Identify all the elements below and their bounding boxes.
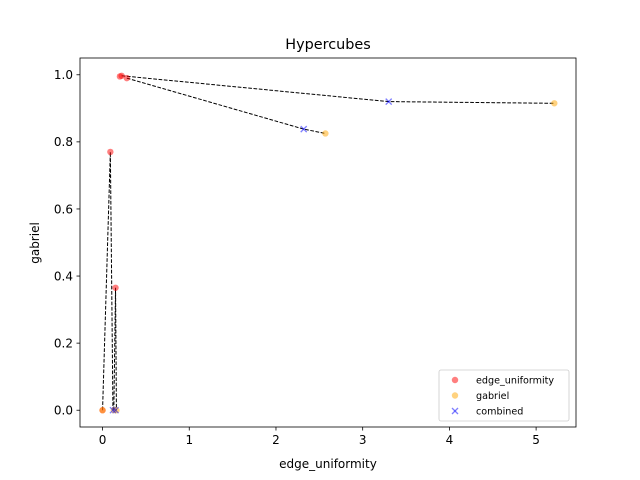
point-combined-2	[300, 125, 308, 133]
y-tick-label: 0.8	[54, 135, 73, 149]
y-tick-label: 0.0	[54, 404, 73, 418]
point-edge-uniformity-4	[118, 72, 125, 79]
point-combined-0	[109, 406, 117, 414]
axes-frame	[79, 57, 577, 428]
point-edge-uniformity-2	[112, 284, 119, 291]
legend-marker-gabriel	[451, 392, 459, 399]
x-tick-label: 2	[272, 433, 280, 447]
data-points	[99, 72, 558, 414]
x-axis-label: edge_uniformity	[279, 457, 377, 471]
point-combined-1	[112, 406, 120, 414]
legend-box	[438, 369, 570, 422]
y-tick-label: 0.2	[54, 336, 73, 350]
legend-label-edge-uniformity: edge_uniformity	[476, 376, 554, 387]
point-combined-3	[385, 98, 393, 106]
connection-line-2	[126, 77, 326, 134]
x-axis-ticks: 0 1 2 3 4 5	[99, 427, 540, 447]
x-tick-label: 5	[532, 433, 540, 447]
y-axis-label: gabriel	[28, 222, 42, 264]
y-tick-label: 0.6	[54, 202, 73, 216]
legend-marker-combined	[451, 407, 459, 415]
x-tick-label: 0	[99, 433, 107, 447]
point-edge-uniformity-1	[107, 148, 114, 156]
legend-marker-edge-uniformity	[451, 376, 459, 384]
point-edge-uniformity-5	[123, 74, 131, 82]
x-tick-label: 3	[359, 433, 367, 447]
y-axis-ticks: 0.0 0.2 0.4 0.6 0.8 1.0	[54, 68, 80, 418]
legend-label-combined: combined	[476, 407, 523, 418]
x-tick-label: 1	[185, 433, 193, 447]
point-gabriel-4	[551, 100, 558, 107]
y-tick-label: 1.0	[54, 68, 73, 82]
y-tick-label: 0.4	[54, 269, 73, 283]
legend-label-gabriel: gabriel	[476, 391, 509, 402]
chart-title: Hypercubes	[285, 37, 370, 53]
point-gabriel-3	[322, 130, 329, 137]
x-tick-label: 4	[446, 433, 454, 447]
point-gabriel-0	[99, 407, 106, 414]
connection-line-0	[102, 151, 114, 411]
